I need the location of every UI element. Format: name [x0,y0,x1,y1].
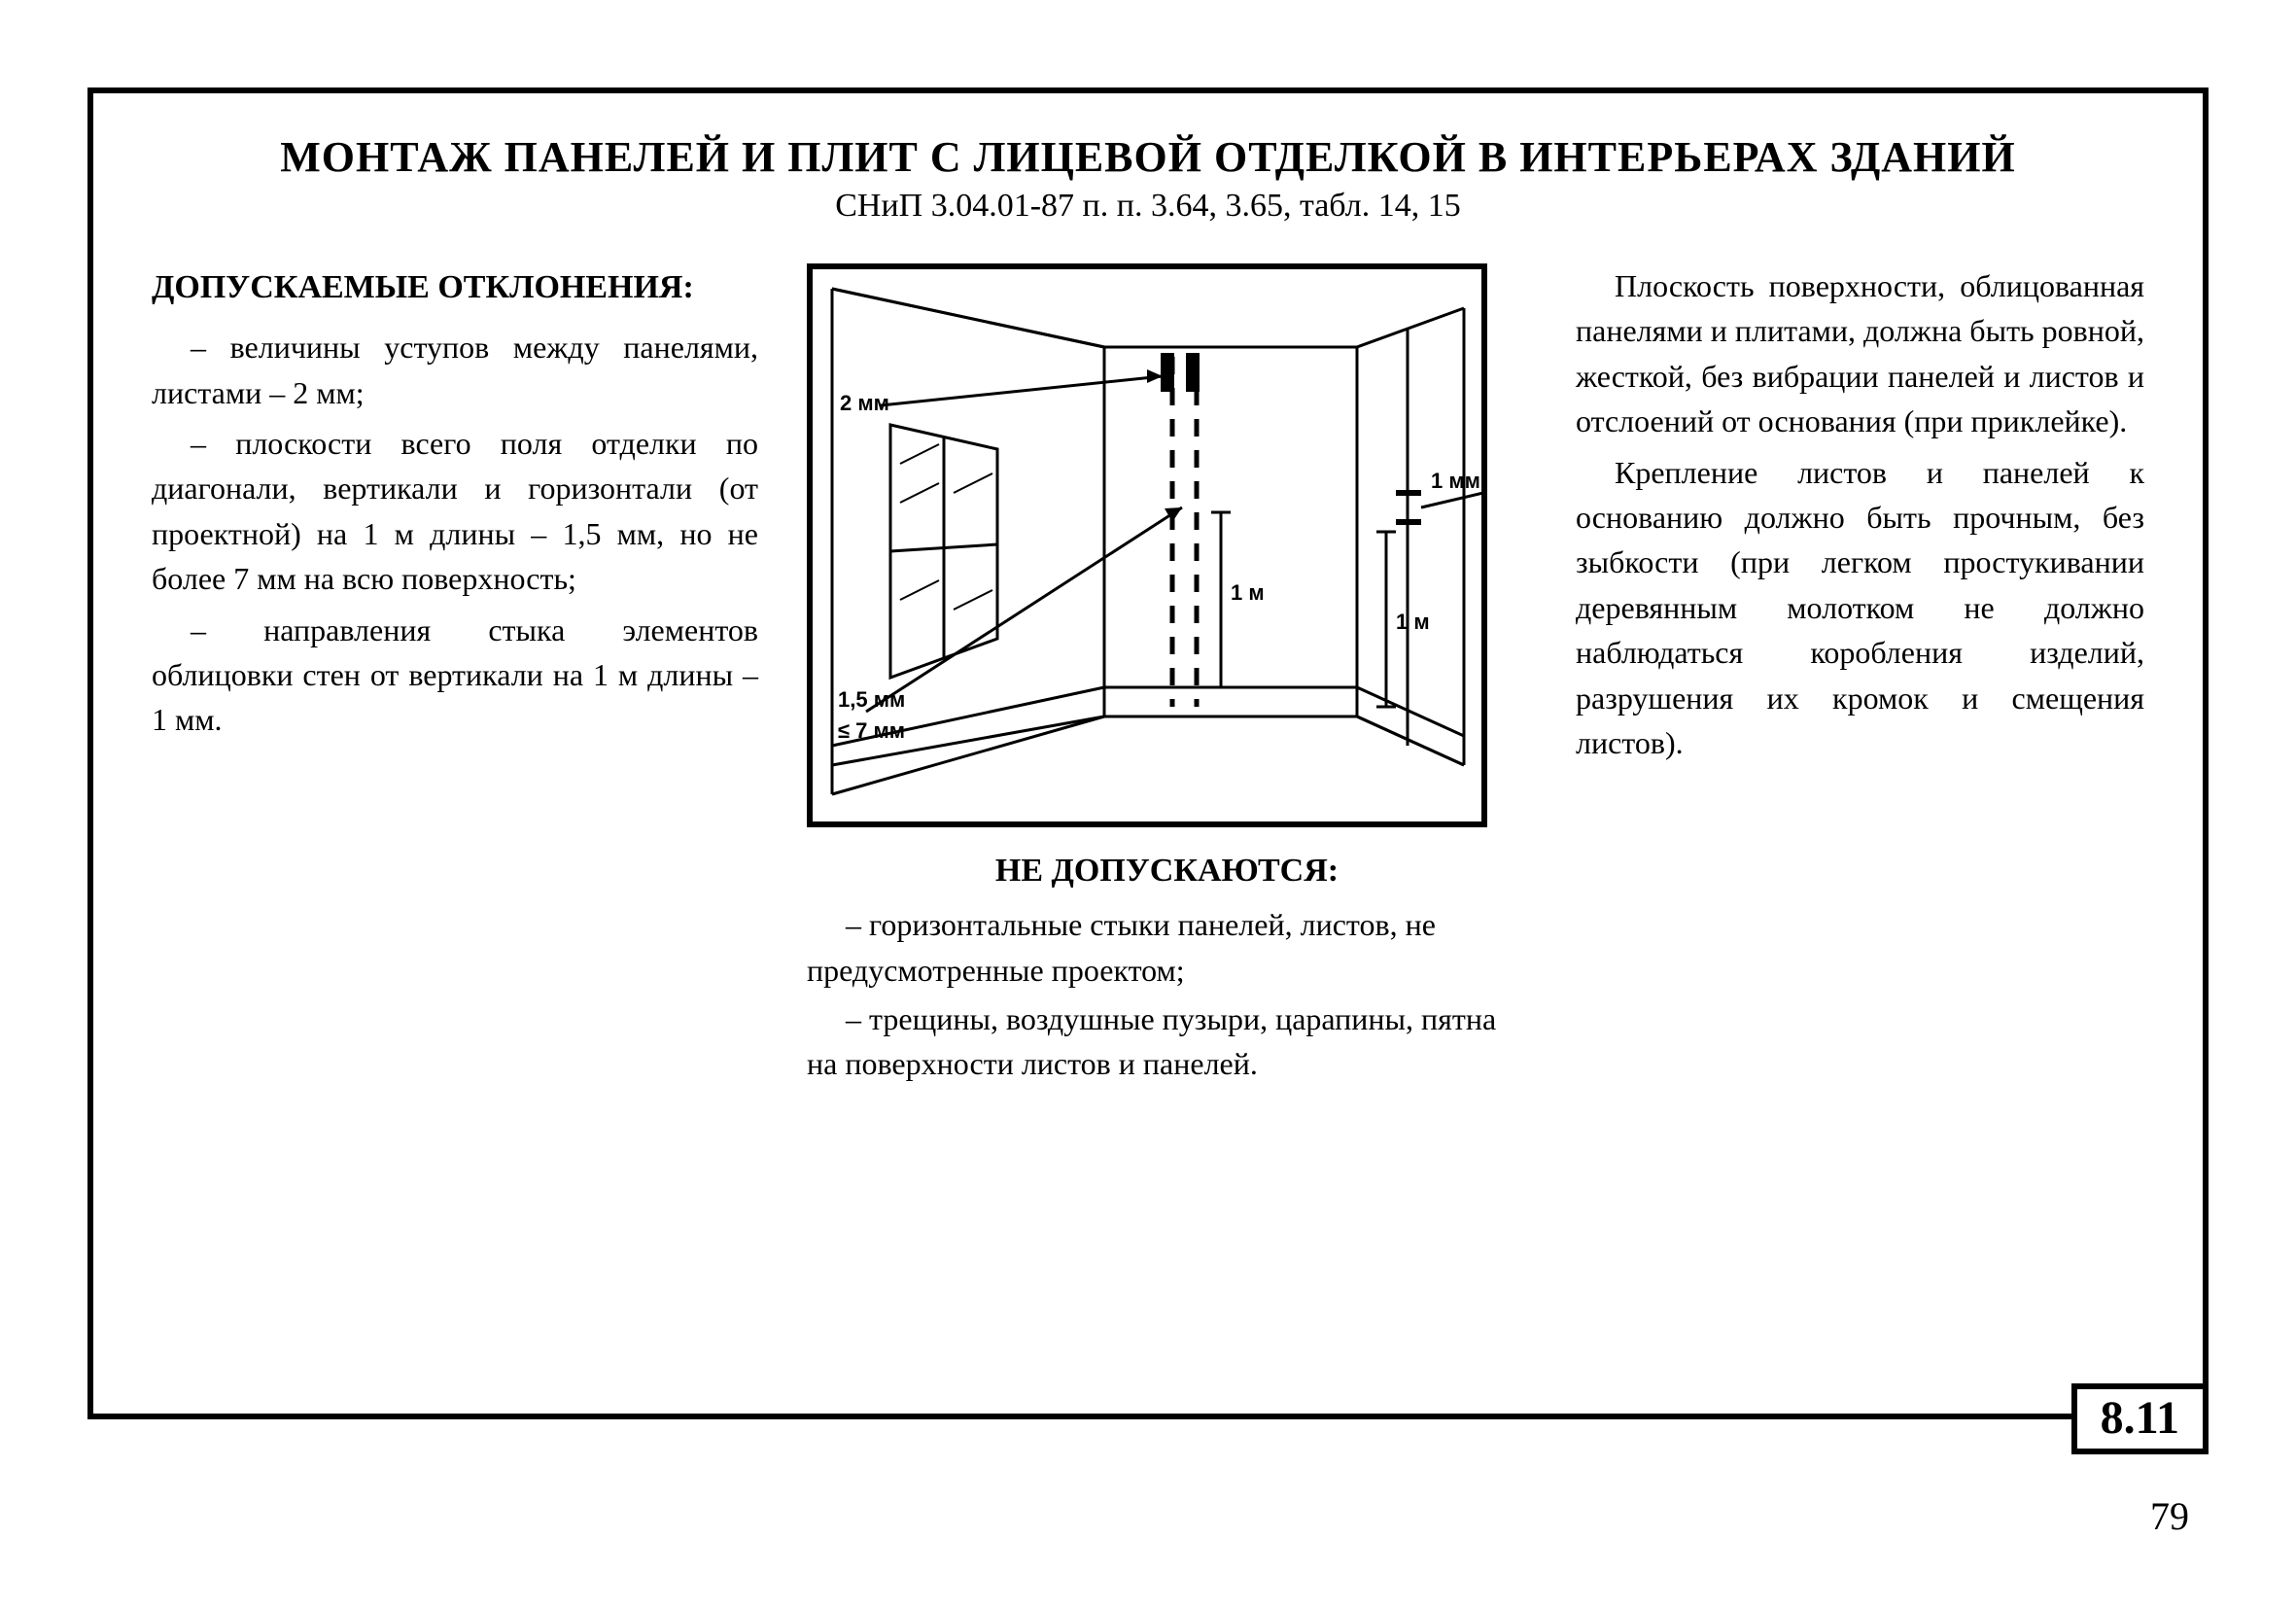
content-frame: МОНТАЖ ПАНЕЛЕЙ И ПЛИТ С ЛИЦЕВОЙ ОТДЕЛКОЙ… [87,87,2209,1419]
allowed-item-2: – плоскости всего поля отделки по диагон… [152,421,758,602]
label-1mm: 1 мм [1431,469,1480,493]
not-allowed-block: НЕ ДОПУСКАЮТСЯ: – горизонтальные стыки п… [807,847,1527,1087]
allowed-item-1: – величины уступов между панелями, листа… [152,325,758,415]
columns: ДОПУСКАЕМЫЕ ОТКЛОНЕНИЯ: – величины уступ… [152,263,2144,1091]
allowed-heading: ДОПУСКАЕМЫЕ ОТКЛОНЕНИЯ: [152,263,758,311]
allowed-item-3: – направления стыка элементов облицовки … [152,608,758,743]
section-number-badge: 8.11 [2071,1383,2209,1454]
room-diagram-svg: 2 мм 1,5 мм ≤ 7 мм 1 м 1 м 1 мм [813,269,1481,821]
not-allowed-item-1: – горизонтальные стыки панелей, листов, … [807,902,1527,993]
page: МОНТАЖ ПАНЕЛЕЙ И ПЛИТ С ЛИЦЕВОЙ ОТДЕЛКОЙ… [0,0,2296,1607]
middle-column: 2 мм 1,5 мм ≤ 7 мм 1 м 1 м 1 мм НЕ ДОПУС… [807,263,1527,1091]
page-title: МОНТАЖ ПАНЕЛЕЙ И ПЛИТ С ЛИЦЕВОЙ ОТДЕЛКОЙ… [152,132,2144,182]
page-subtitle: СНиП 3.04.01-87 п. п. 3.64, 3.65, табл. … [152,188,2144,225]
label-1-5mm: 1,5 мм [838,687,905,712]
right-column: Плоскость поверхности, облицованная пане… [1576,263,2144,1091]
not-allowed-heading: НЕ ДОПУСКАЮТСЯ: [807,847,1527,894]
page-number: 79 [2150,1493,2189,1539]
right-paragraph-2: Крепление листов и панелей к основанию д… [1576,450,2144,766]
room-diagram: 2 мм 1,5 мм ≤ 7 мм 1 м 1 м 1 мм [807,263,1487,827]
label-2mm: 2 мм [840,391,889,415]
left-column: ДОПУСКАЕМЫЕ ОТКЛОНЕНИЯ: – величины уступ… [152,263,758,1091]
label-1m-back: 1 м [1231,580,1265,605]
label-1m-right: 1 м [1396,610,1430,634]
label-le-7mm: ≤ 7 мм [838,718,905,743]
not-allowed-item-2: – трещины, воздушные пузыри, царапины, п… [807,996,1527,1087]
right-paragraph-1: Плоскость поверхности, облицованная пане… [1576,263,2144,444]
